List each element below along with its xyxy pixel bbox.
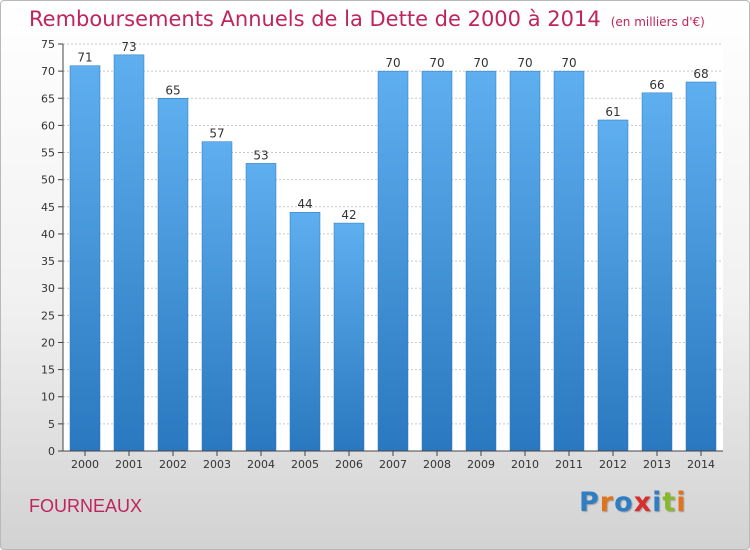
- logo-letter: t: [662, 487, 677, 518]
- logo-letter: r: [599, 487, 615, 518]
- chart-unit: (en milliers d'€): [610, 15, 705, 29]
- axes: 0 5 10 15 20 25 30 35 40 45 50 55 60 65 70 75 2000 2001 20…: [41, 38, 723, 471]
- bar: [641, 92, 673, 452]
- x-tick-label: 2011: [555, 458, 583, 471]
- data-label: 70: [473, 56, 488, 70]
- data-label: 73: [121, 40, 136, 54]
- y-tick-label: 65: [41, 92, 55, 105]
- y-tick-label: 70: [41, 65, 55, 78]
- y-tick-label: 50: [41, 174, 55, 187]
- x-tick-label: 2008: [423, 458, 451, 471]
- x-tick-label: 2003: [203, 458, 231, 471]
- bars: [69, 54, 717, 452]
- bar: [201, 141, 233, 452]
- data-label: 61: [605, 105, 620, 119]
- logo-letter: o: [614, 487, 634, 518]
- bar: [421, 70, 453, 452]
- x-tick-label: 2009: [467, 458, 495, 471]
- y-tick-label: 30: [41, 282, 55, 295]
- data-label: 53: [253, 148, 268, 162]
- bar: [245, 163, 277, 452]
- data-labels: 71 73 65 57 53 44 42 70 70 70 70 70 61 66 68: [77, 40, 708, 222]
- bar: [685, 81, 717, 452]
- commune-name: FOURNEAUX: [29, 496, 143, 516]
- bar: [113, 54, 145, 452]
- y-tick-label: 5: [48, 418, 55, 431]
- bar: [597, 119, 629, 452]
- y-tick-label: 15: [41, 364, 55, 377]
- bar: [465, 70, 497, 452]
- y-tick-label: 0: [48, 445, 55, 458]
- chart-title: Remboursements Annuels de la Dette de 20…: [29, 7, 705, 31]
- data-label: 44: [297, 197, 312, 211]
- y-tick-label: 40: [41, 228, 55, 241]
- bar: [509, 70, 541, 452]
- y-tick-label: 35: [41, 255, 55, 268]
- x-tick-label: 2014: [687, 458, 715, 471]
- data-label: 66: [649, 78, 664, 92]
- x-tick-label: 2001: [115, 458, 143, 471]
- x-tick-label: 2004: [247, 458, 275, 471]
- data-label: 70: [517, 56, 532, 70]
- y-tick-label: 25: [41, 309, 55, 322]
- x-tick-label: 2010: [511, 458, 539, 471]
- data-label: 70: [561, 56, 576, 70]
- x-tick-label: 2005: [291, 458, 319, 471]
- bar: [333, 222, 365, 452]
- x-tick-label: 2013: [643, 458, 671, 471]
- chart-title-text: Remboursements Annuels de la Dette de 20…: [29, 7, 601, 31]
- data-label: 70: [429, 56, 444, 70]
- bar: [377, 70, 409, 452]
- y-tick-label: 55: [41, 147, 55, 160]
- y-tick-label: 60: [41, 119, 55, 132]
- x-tick-label: 2000: [71, 458, 99, 471]
- x-tick-label: 2012: [599, 458, 627, 471]
- bar: [157, 98, 189, 452]
- data-label: 42: [341, 208, 356, 222]
- bar: [553, 70, 585, 452]
- data-label: 68: [693, 67, 708, 81]
- data-label: 70: [385, 56, 400, 70]
- data-label: 65: [165, 83, 180, 97]
- data-label: 71: [77, 51, 92, 65]
- x-tick-label: 2007: [379, 458, 407, 471]
- proxiti-logo: Proxiti: [579, 487, 687, 518]
- bar: [69, 65, 101, 452]
- y-tick-label: 20: [41, 336, 55, 349]
- x-tick-label: 2006: [335, 458, 363, 471]
- bar: [289, 211, 321, 452]
- y-tick-label: 75: [41, 38, 55, 51]
- logo-letter: x: [633, 487, 653, 518]
- logo-letter: i: [676, 487, 687, 518]
- logo-letter: P: [579, 487, 600, 518]
- y-tick-label: 45: [41, 201, 55, 214]
- x-tick-label: 2002: [159, 458, 187, 471]
- data-label: 57: [209, 127, 224, 141]
- logo-letter: i: [652, 487, 663, 518]
- y-tick-label: 10: [41, 391, 55, 404]
